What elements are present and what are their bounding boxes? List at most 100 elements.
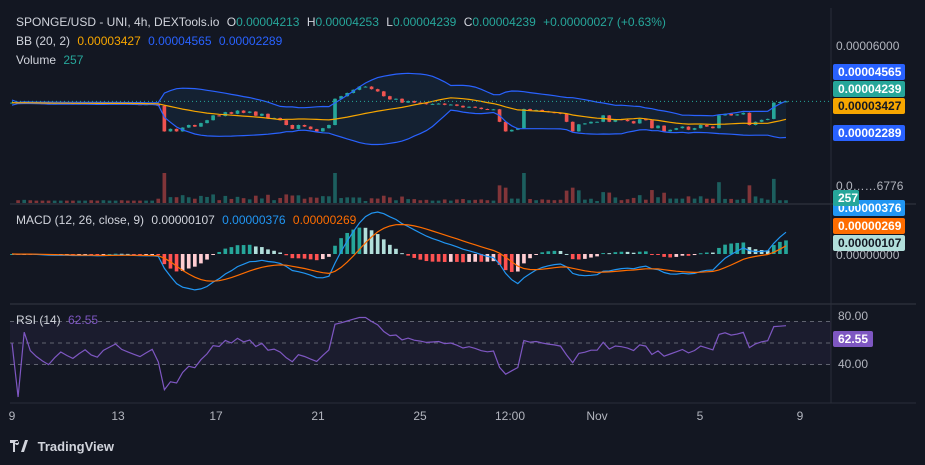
candle-body — [217, 115, 222, 117]
volume-bar — [156, 198, 161, 203]
volume-bar — [150, 200, 155, 203]
candle-body — [369, 86, 374, 90]
candle-body — [296, 125, 301, 129]
symbol-title[interactable]: SPONGE/USD - UNI, 4h, DEXTools.io — [16, 15, 220, 29]
macd-histogram-bar — [509, 254, 514, 272]
volume-bar — [253, 195, 258, 203]
macd-legend[interactable]: MACD (12, 26, close, 9) 0.00000107 0.000… — [16, 213, 356, 227]
macd-histogram-bar — [119, 253, 124, 255]
candle-body — [735, 114, 740, 116]
candle-body — [680, 126, 685, 129]
volume-bar — [65, 200, 69, 203]
macd-histogram-bar — [345, 232, 350, 254]
volume-bar — [235, 196, 240, 203]
candle-body — [473, 106, 478, 108]
candle-body — [442, 103, 447, 105]
macd-histogram-bar — [302, 254, 307, 259]
volume-bar — [223, 195, 228, 203]
macd-histogram-bar — [430, 254, 435, 262]
upper-band-badge-text: 0.00004565 — [838, 65, 902, 79]
volume-bar — [509, 198, 514, 203]
volume-bar — [77, 200, 81, 203]
candle-body — [771, 102, 776, 119]
volume-bar — [132, 200, 136, 203]
volume-bar — [442, 199, 447, 203]
macd-histogram-bar — [631, 252, 636, 254]
volume-bar — [753, 196, 758, 203]
candle-body — [284, 120, 289, 125]
volume-bar — [107, 200, 112, 203]
volume-bar — [217, 200, 222, 203]
macd-histogram-bar — [101, 254, 106, 255]
time-axis-label: 13 — [111, 409, 125, 423]
bb-legend[interactable]: BB (20, 2) 0.00003427 0.00004565 0.00002… — [16, 34, 282, 48]
high-value: 0.00004253 — [315, 15, 379, 29]
macd-histogram-bar — [503, 254, 508, 271]
low-value: 0.00004239 — [392, 15, 457, 29]
volume-bar — [479, 199, 484, 203]
macd-histogram-bar — [516, 254, 520, 272]
volume-bar — [95, 200, 100, 203]
macd-histogram-bar — [235, 245, 240, 254]
volume-bar — [412, 199, 417, 203]
candle-body — [467, 106, 471, 108]
volume-bar — [570, 187, 575, 203]
volume-bar — [388, 197, 392, 203]
macd-histogram-bar — [418, 254, 423, 260]
macd-pane — [10, 211, 788, 291]
macd-histogram-bar — [394, 248, 398, 254]
candle-body — [595, 121, 599, 123]
volume-bar — [576, 190, 581, 203]
volume-bar — [320, 196, 325, 203]
macd-histogram-bar — [717, 247, 721, 254]
volume-bar — [229, 198, 234, 203]
volume-bar — [144, 200, 148, 203]
macd-histogram-bar — [284, 254, 289, 256]
volume-bar — [345, 197, 350, 203]
candle-body — [174, 128, 179, 132]
candle-body — [589, 121, 593, 124]
rsi-legend[interactable]: RSI (14) 62.55 — [16, 313, 98, 327]
volume-bar — [266, 194, 270, 203]
macd-histogram-bar — [83, 254, 87, 255]
macd-histogram-bar — [193, 254, 197, 267]
volume-bar — [16, 200, 20, 203]
volume-bar — [296, 195, 301, 203]
candle-body — [253, 111, 258, 116]
volume-bar — [759, 198, 764, 203]
volume-bar — [765, 199, 770, 203]
volume-bar — [406, 199, 410, 203]
volume-bar — [430, 200, 435, 203]
lower-band-badge-text: 0.00002289 — [838, 126, 902, 140]
macd-histogram-bar — [522, 254, 526, 264]
volume-value: 257 — [63, 53, 84, 67]
volume-legend[interactable]: Volume 257 — [16, 53, 83, 67]
volume-bar — [607, 192, 612, 203]
candle-body — [637, 119, 642, 124]
macd-histogram-bar — [619, 251, 624, 254]
volume-bar — [278, 197, 282, 203]
candle-body — [704, 125, 709, 127]
candle-body — [455, 104, 459, 106]
volume-bar — [735, 199, 740, 203]
rsi-pane — [10, 316, 831, 398]
close-value: 0.00004239 — [472, 15, 536, 29]
candle-body — [491, 109, 496, 111]
macd-histogram-bar — [540, 252, 545, 254]
macd-histogram-bar — [552, 250, 557, 254]
volume-bar — [704, 198, 709, 203]
candle-body — [339, 96, 343, 99]
volume-axis-label: 0.0……6776 — [836, 179, 904, 193]
tradingview-logo[interactable]: TradingView — [10, 439, 114, 454]
volume-bar — [339, 198, 343, 203]
macd-histogram-bar — [692, 254, 697, 256]
volume-bar — [205, 196, 209, 203]
price-axis-label: 0.00006000 — [836, 39, 900, 53]
close-price-badge-bg — [833, 81, 905, 97]
macd-histogram-bar — [290, 254, 295, 259]
volume-bar — [193, 198, 197, 203]
candle-body — [625, 119, 630, 122]
macd-histogram-bar — [589, 254, 593, 258]
